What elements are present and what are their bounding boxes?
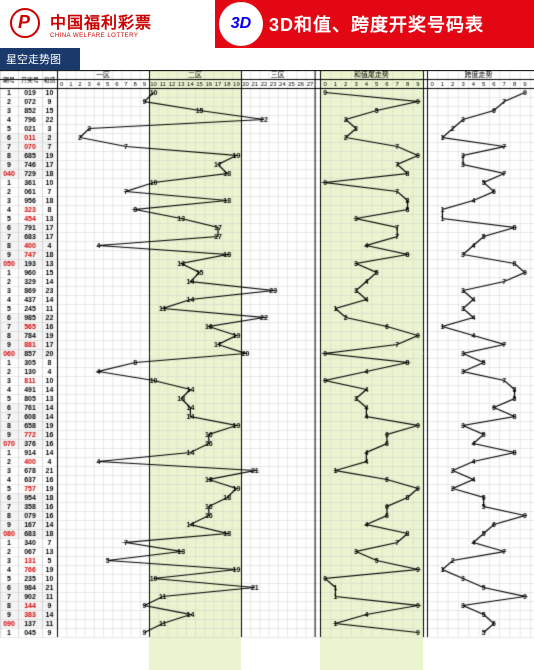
page-header: P 中国福利彩票 CHINA WELFARE LOTTERY 3D 3D和值、跨…	[0, 0, 534, 48]
brand-cn: 中国福利彩票	[50, 9, 152, 33]
brand-block: P 中国福利彩票 CHINA WELFARE LOTTERY	[0, 0, 215, 48]
page-title: 3D和值、跨度开奖号码表	[269, 11, 484, 37]
title-bar: 3D 3D和值、跨度开奖号码表	[215, 0, 534, 48]
chart-subtitle: 星空走势图	[0, 48, 80, 70]
brand-en: CHINA WELFARE LOTTERY	[50, 33, 152, 39]
lottery-logo-icon: P	[8, 6, 44, 42]
3d-ball-icon: 3D	[219, 2, 263, 46]
trend-chart	[0, 70, 534, 670]
